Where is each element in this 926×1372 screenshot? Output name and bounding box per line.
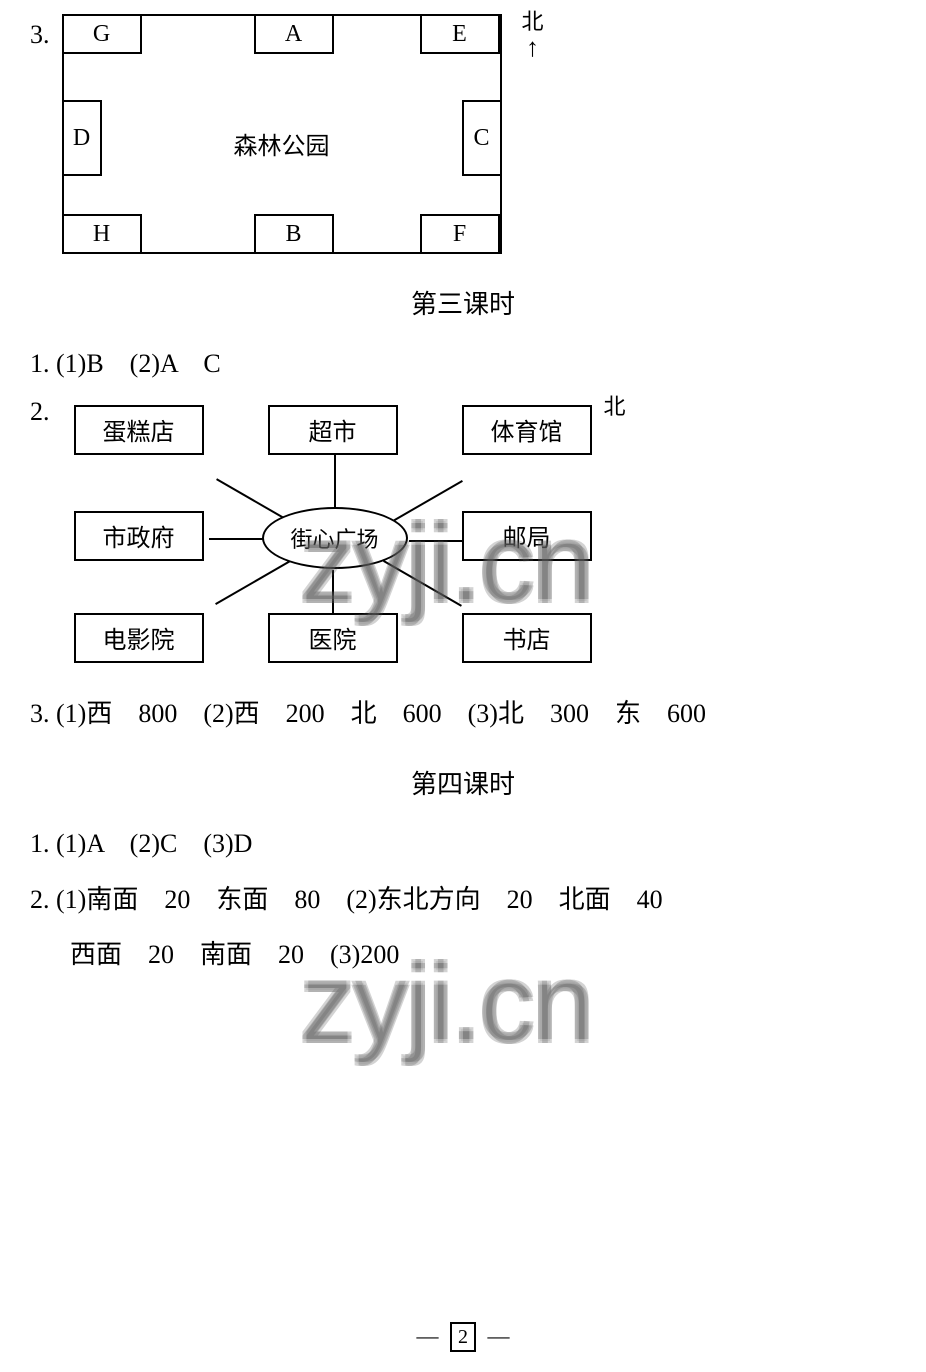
line-e xyxy=(409,540,469,542)
fp-box-h: H xyxy=(62,214,142,254)
north-arrow-icon: ↑ xyxy=(522,34,544,63)
l3-q1: 1. (1)B (2)A C xyxy=(30,343,896,385)
l3-q3: 3. (1)西 800 (2)西 200 北 600 (3)北 300 东 60… xyxy=(30,693,896,735)
plaza-center: 街心广场 xyxy=(262,507,408,569)
forest-park-frame: G A E D C H B F 森林公园 xyxy=(62,14,502,254)
plaza-box-ne: 体育馆 xyxy=(462,405,592,455)
plaza-box-se: 书店 xyxy=(462,613,592,663)
fp-box-e: E xyxy=(420,14,500,54)
l4-q2-line2: 西面 20 南面 20 (3)200 xyxy=(30,934,896,976)
q3-number: 3. xyxy=(30,14,50,50)
line-ne xyxy=(384,480,463,527)
fp-box-a: A xyxy=(254,14,334,54)
plaza-box-n: 超市 xyxy=(268,405,398,455)
plaza-north-label: 北 xyxy=(604,389,626,421)
plaza-box-sw: 电影院 xyxy=(74,613,204,663)
fp-box-b: B xyxy=(254,214,334,254)
lesson3-heading: 第三课时 xyxy=(30,284,896,321)
l3-q2-number: 2. xyxy=(30,395,50,427)
page-number-area: — 2 — xyxy=(0,1322,926,1352)
page-number: 2 xyxy=(450,1322,476,1352)
fp-box-c: C xyxy=(462,100,502,176)
plaza-diagram: 蛋糕店 超市 体育馆 市政府 邮局 电影院 医院 书店 街心广场 北 xyxy=(64,395,624,665)
lesson4-heading: 第四课时 xyxy=(30,764,896,801)
l4-q1: 1. (1)A (2)C (3)D xyxy=(30,823,896,865)
l4-q2-line1: 2. (1)南面 20 东面 80 (2)东北方向 20 北面 40 xyxy=(30,879,896,921)
fp-box-g: G xyxy=(62,14,142,54)
line-n xyxy=(334,450,336,510)
fp-center-label: 森林公园 xyxy=(234,126,330,161)
fp-box-d: D xyxy=(62,100,102,176)
plaza-box-s: 医院 xyxy=(268,613,398,663)
page-dash-right: — xyxy=(488,1323,510,1348)
forest-park-diagram: G A E D C H B F 森林公园 北 ↑ xyxy=(62,14,502,254)
plaza-box-e: 邮局 xyxy=(462,511,592,561)
page-dash-left: — xyxy=(417,1323,439,1348)
fp-box-f: F xyxy=(420,214,500,254)
line-w xyxy=(209,538,269,540)
line-sw xyxy=(215,558,294,605)
plaza-box-nw: 蛋糕店 xyxy=(74,405,204,455)
north-label: 北 xyxy=(522,10,544,34)
line-se xyxy=(383,560,462,607)
north-indicator: 北 ↑ xyxy=(522,10,544,63)
plaza-box-w: 市政府 xyxy=(74,511,204,561)
